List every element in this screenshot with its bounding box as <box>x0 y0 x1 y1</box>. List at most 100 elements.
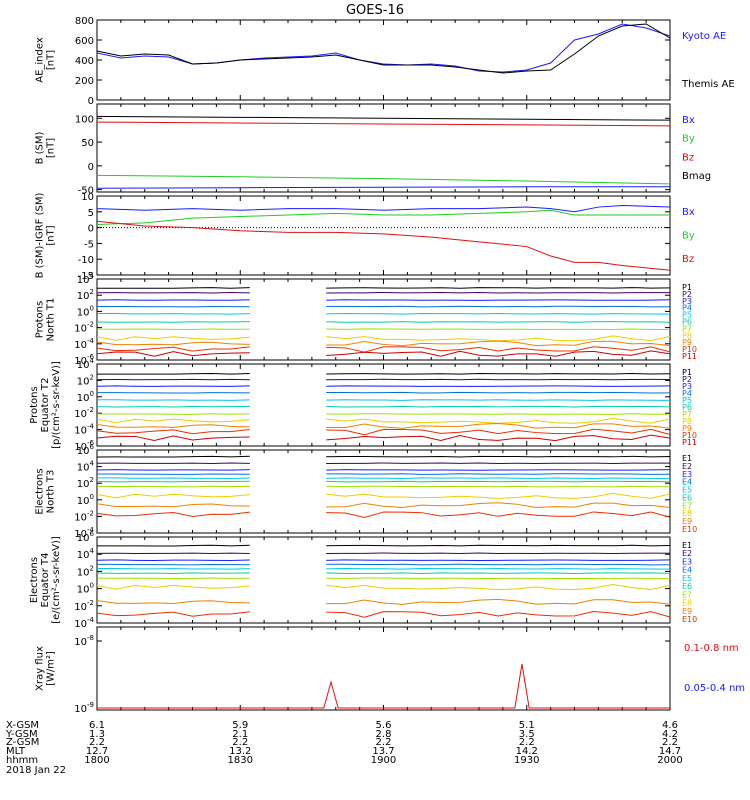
series-p10 <box>326 346 671 353</box>
ae-ylabel-line: AE_index <box>35 37 46 83</box>
legend-p8: P8 <box>682 417 692 426</box>
p_t1-ylabel-line: Protons <box>35 301 46 338</box>
ephemeris-value: 2.2 <box>519 737 535 748</box>
legend-e9: E9 <box>682 607 692 616</box>
e_t3-tick-label: 10-2 <box>74 509 94 523</box>
legend-p1: P1 <box>682 368 692 377</box>
legend-bz: Bz <box>682 254 694 265</box>
series-p9 <box>96 424 250 428</box>
p_t2-tick-label: 100 <box>77 390 94 404</box>
ephemeris-value: 13.2 <box>229 746 251 757</box>
legend-e8: E8 <box>682 599 692 608</box>
bsm-ylabel-line: B (SM) <box>35 131 46 164</box>
xray-tick-label: 10-9 <box>74 701 94 715</box>
series-p6 <box>326 405 671 408</box>
bsm-ylabel-line: [nT] <box>46 138 57 158</box>
digrf-tick-label: 10 <box>81 192 94 203</box>
series-bmag <box>96 115 671 121</box>
legend-by: By <box>682 231 695 242</box>
p_t2-ylabel-line: [p/(cm²-s-sr-keV)] <box>51 361 62 449</box>
digrf-frame <box>96 195 671 276</box>
legend-kyoto-ae: Kyoto AE <box>682 31 726 42</box>
series-p6 <box>96 405 250 408</box>
p_t2-frame <box>96 363 671 447</box>
legend-e10: E10 <box>682 525 697 534</box>
series-e6 <box>326 480 671 483</box>
xray-ylabel-line: [W/m²] <box>46 651 57 686</box>
series-e10 <box>326 511 671 519</box>
legend-xray-long: 0.1-0.8 nm <box>684 643 739 654</box>
series-p4 <box>326 391 671 394</box>
ephemeris-value: 2.2 <box>662 737 678 748</box>
series-bx <box>96 186 670 189</box>
series-p5 <box>96 399 250 401</box>
legend-p7: P7 <box>682 410 692 419</box>
panel-p_t2: 104 102 100 10-2 10-4 10-6 Protons Equator T2 [p… <box>29 357 697 453</box>
e_t4-tick-label: 104 <box>77 547 95 561</box>
series-e1 <box>96 544 250 547</box>
ephemeris-value: 14.2 <box>516 746 538 757</box>
panel-bsm: 100 50 0 -50 B (SM) [nT] Bx By Bz Bmag <box>35 103 711 197</box>
legend-p11: P11 <box>682 352 697 361</box>
ae-tick-label: 600 <box>75 36 94 47</box>
series-p8 <box>96 336 250 341</box>
xray-tick-label: 10-8 <box>74 634 94 648</box>
ephemeris-value: 4.2 <box>662 729 678 740</box>
plot-title: GOES-16 <box>346 3 404 18</box>
series-e9 <box>96 599 250 605</box>
series-p3 <box>326 299 671 301</box>
series-e8 <box>96 584 250 590</box>
series-e2 <box>326 462 671 464</box>
digrf-ylabel: B (SM)-IGRF (SM) [nT] <box>35 193 57 279</box>
digrf-tick-label: -10 <box>78 255 94 266</box>
legend-bx: Bx <box>682 207 695 218</box>
p_t1-tick-label: 10-2 <box>74 321 94 335</box>
series-e10 <box>96 611 250 617</box>
p_t2-ylabel: Protons Equator T2 [p/(cm²-s-sr-keV)] <box>29 361 62 449</box>
e_t3-tick-label: 106 <box>77 443 95 457</box>
p_t2-tick-label: 10-4 <box>74 423 94 437</box>
series-e6 <box>326 572 671 574</box>
series-p9 <box>326 422 671 429</box>
bsm-tick-label: -50 <box>78 186 94 197</box>
p_t1-tick-label: 104 <box>77 272 95 286</box>
series-e3 <box>326 559 671 562</box>
p_t1-tick-label: 10-4 <box>74 337 94 351</box>
series-p11 <box>326 434 671 442</box>
series-by <box>96 174 671 185</box>
ephemeris-value: 2.1 <box>232 729 248 740</box>
series-e8 <box>326 492 671 499</box>
ephemeris-value: 2.2 <box>376 737 392 748</box>
legend-e2: E2 <box>682 549 692 558</box>
series-e4 <box>326 473 671 475</box>
series-e4 <box>326 563 671 566</box>
panel-digrf: 10 5 0 -5 -10 -15 B (SM)-IGRF (SM) [nT] Bx By Bz <box>35 192 695 282</box>
series-e7 <box>326 485 671 488</box>
series-p9 <box>96 341 250 346</box>
series-e8 <box>326 583 671 591</box>
legend-e9: E9 <box>682 517 692 526</box>
p_t1-ylabel: Protons North T1 <box>35 298 57 342</box>
p_t1-frame <box>96 278 671 361</box>
p_t2-ylabel-line: Equator T2 <box>40 378 51 433</box>
e_t4-tick-label: 106 <box>77 530 95 544</box>
series-p3 <box>96 385 250 387</box>
ephemeris-value: 2.2 <box>232 737 248 748</box>
bsm-tick-label: 100 <box>75 114 94 125</box>
ephemeris-value: 2000 <box>657 755 682 766</box>
xray-ylabel-line: Xray flux <box>35 646 46 691</box>
series-xray-long <box>97 663 670 709</box>
ae-ylabel: AE_index [nT] <box>35 37 57 83</box>
legend-p9: P9 <box>682 338 692 347</box>
e_t3-ylabel-line: Electrons <box>35 468 46 514</box>
series-e10 <box>326 611 671 618</box>
series-p5 <box>96 313 250 315</box>
ae-tick-label: 400 <box>75 56 94 67</box>
series-e1 <box>326 455 671 458</box>
legend-p6: P6 <box>682 318 692 327</box>
p_t1-tick-label: 102 <box>77 288 94 302</box>
legend-p4: P4 <box>682 389 692 398</box>
panel-e_t4: 106 104 102 100 10-2 10-4 Electrons Equator T4[… <box>29 530 697 630</box>
